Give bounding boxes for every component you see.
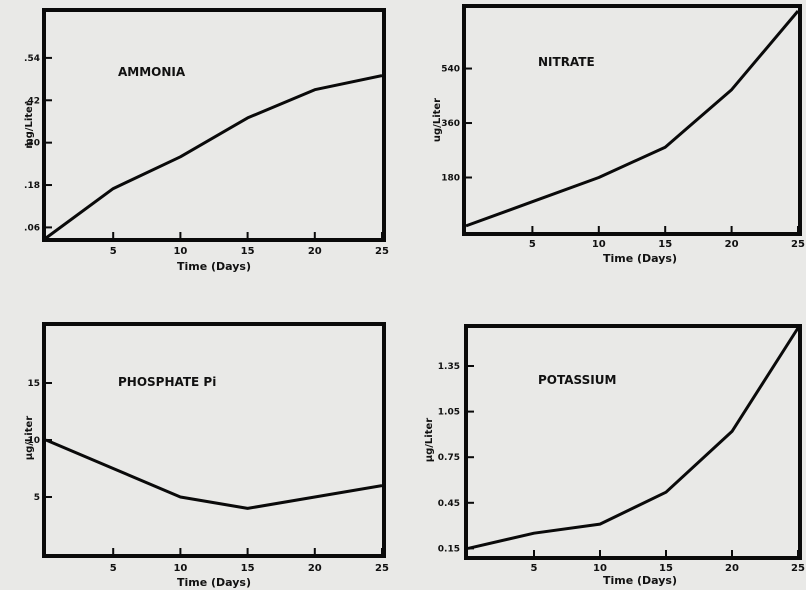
x-tick-label: 10 [173, 563, 187, 574]
x-tick-label: 20 [725, 563, 739, 574]
y-axis-label: µg/Liter [424, 418, 435, 463]
x-ticks: 5 10 15 20 25 [110, 563, 389, 574]
x-tick-label: 15 [241, 563, 255, 574]
x-tick-label: 10 [593, 563, 607, 574]
y-tick-label: 0.45 [438, 499, 460, 509]
x-axis-label: Time (Days) [177, 576, 251, 589]
y-tick-label: 540 [441, 65, 460, 75]
x-tick-label: 20 [308, 563, 322, 574]
y-tick-label: .18 [24, 181, 40, 191]
y-axis-label: mg/Liter [24, 101, 35, 149]
data-line-ammonia [45, 74, 383, 240]
data-line-potassium [467, 327, 800, 550]
tick-marks [466, 67, 799, 232]
chart-title: AMMONIA [118, 65, 186, 79]
panel-ammonia: AMMONIA mg/Liter Time (Days) 5 10 15 20 … [24, 8, 389, 273]
chart-title: PHOSPHATE Pi [118, 375, 216, 389]
x-tick-label: 20 [308, 246, 322, 257]
panel-nitrate: NITRATE ug/Liter Time (Days) 5 10 15 20 … [432, 4, 805, 265]
chart-title: POTASSIUM [538, 373, 616, 387]
panel-phosphate: PHOSPHATE Pi µg/Liter Time (Days) 5 10 1… [24, 322, 389, 589]
data-line-nitrate [465, 10, 800, 228]
y-axis-label: ug/Liter [432, 98, 443, 142]
y-ticks: .06 .18 .30 .42 .54 [24, 54, 40, 234]
y-ticks: 5 10 15 [27, 379, 40, 503]
y-tick-label: 180 [441, 174, 460, 184]
plot-frame [42, 8, 386, 242]
x-tick-label: 15 [658, 239, 672, 250]
chart-title: NITRATE [538, 55, 595, 69]
x-tick-label: 5 [529, 239, 536, 250]
y-tick-label: 0.15 [438, 544, 460, 554]
panel-potassium: POTASSIUM µg/Liter Time (Days) 5 10 15 2… [424, 324, 805, 587]
x-tick-label: 20 [725, 239, 739, 250]
x-tick-label: 15 [659, 563, 673, 574]
x-tick-label: 5 [110, 563, 117, 574]
x-tick-label: 10 [592, 239, 606, 250]
y-axis-label: µg/Liter [24, 416, 35, 461]
y-tick-label: 10 [27, 436, 40, 446]
y-ticks: 0.15 0.45 0.75 1.05 1.35 [438, 362, 460, 554]
x-tick-label: 15 [241, 246, 255, 257]
y-tick-label: .54 [24, 54, 40, 64]
y-tick-label: 360 [441, 119, 460, 129]
y-ticks: 180 360 540 [441, 65, 460, 184]
plot-frame [464, 324, 802, 560]
x-ticks: 5 10 15 20 25 [110, 246, 389, 257]
y-tick-label: .06 [24, 223, 40, 233]
y-tick-label: .30 [24, 139, 40, 149]
tick-marks [46, 56, 383, 238]
tick-marks [46, 382, 383, 554]
plot-frame [42, 322, 386, 558]
y-tick-label: 1.05 [438, 408, 460, 418]
x-tick-label: 10 [173, 246, 187, 257]
tick-marks [468, 365, 799, 556]
x-tick-label: 25 [375, 246, 389, 257]
y-tick-label: 15 [27, 379, 40, 389]
x-tick-label: 25 [375, 563, 389, 574]
x-axis-label: Time (Days) [603, 252, 677, 265]
y-tick-label: 5 [34, 493, 40, 503]
x-tick-label: 5 [110, 246, 117, 257]
x-tick-label: 25 [791, 239, 805, 250]
x-ticks: 5 10 15 20 25 [529, 239, 805, 250]
plot-frame [462, 4, 802, 236]
x-ticks: 5 10 15 20 25 [531, 563, 805, 574]
x-tick-label: 25 [791, 563, 805, 574]
y-tick-label: .42 [24, 96, 40, 106]
x-axis-label: Time (Days) [177, 260, 251, 273]
data-line-phosphate [45, 438, 383, 510]
y-tick-label: 0.75 [438, 453, 460, 463]
x-tick-label: 5 [531, 563, 538, 574]
y-tick-label: 1.35 [438, 362, 460, 372]
x-axis-label: Time (Days) [603, 574, 677, 587]
